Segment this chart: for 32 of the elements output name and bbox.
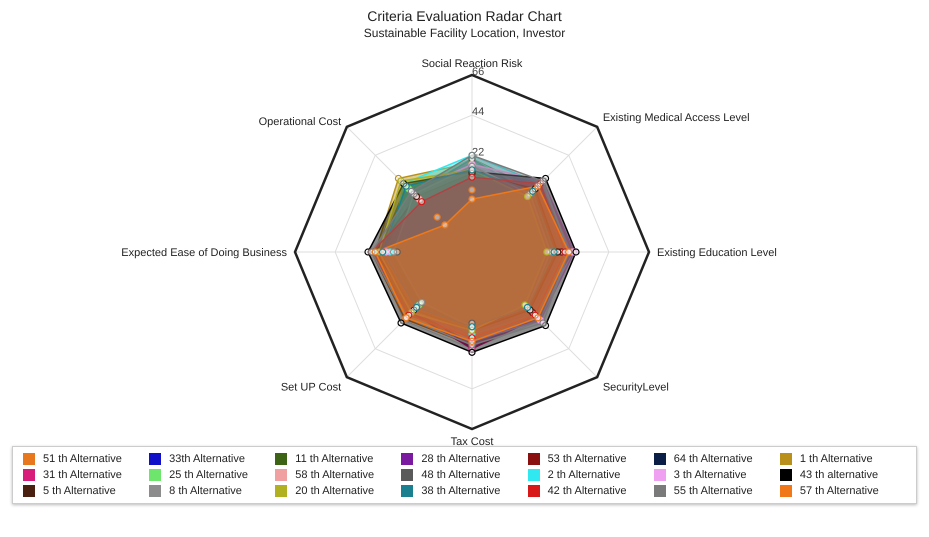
legend-label: 11 th Alternative xyxy=(295,453,374,465)
spoke-label: Operational Cost xyxy=(258,116,342,128)
legend-label: 58 th Alternative xyxy=(295,469,374,481)
spoke-label: Existing Medical Access Level xyxy=(602,112,750,124)
chart-title: Criteria Evaluation Radar Chart xyxy=(366,8,563,26)
spoke-label: SecurityLevel xyxy=(602,382,669,394)
legend-label: 38 th Alternative xyxy=(421,485,500,497)
legend-label: 25 th Alternative xyxy=(169,469,248,481)
spoke-label: Existing Education Level xyxy=(657,246,777,259)
legend-label: 2 th Alternative xyxy=(548,469,620,481)
legend-label: 5 th Alternative xyxy=(43,485,116,497)
legend-label: 55 th Alternative xyxy=(674,485,753,497)
legend-label: 31 th Alternative xyxy=(43,469,122,481)
y-tick-label: 66 xyxy=(472,66,484,78)
legend-label: 20 th Alternative xyxy=(295,485,374,497)
legend-label: 48 th Alternative xyxy=(421,469,500,481)
legend-label: 28 th Alternative xyxy=(421,453,500,465)
spoke-label: Set UP Cost xyxy=(280,382,342,394)
legend-label: 8 th Alternative xyxy=(169,485,242,497)
legend-label: 43 th alternative xyxy=(800,469,878,481)
legend-label: 53 th Alternative xyxy=(548,453,626,465)
legend-label: 57 th Alternative xyxy=(800,485,879,497)
legend-label: 51 th Alternative xyxy=(43,453,122,465)
chart-subtitle: Sustainable Facility Location, Investor xyxy=(362,26,566,42)
legend-label: 42 th Alternative xyxy=(548,485,626,497)
legend-label: 1 th Alternative xyxy=(800,453,873,465)
legend-label: 64 th Alternative xyxy=(674,453,753,465)
legend-label: 33th Alternative xyxy=(169,453,245,465)
legend-label: 3 th Alternative xyxy=(674,469,746,481)
spoke-label: Tax Cost xyxy=(450,436,494,448)
spoke-label: Expected Ease of Doing Business xyxy=(121,246,288,259)
y-tick-label: 44 xyxy=(472,106,484,118)
